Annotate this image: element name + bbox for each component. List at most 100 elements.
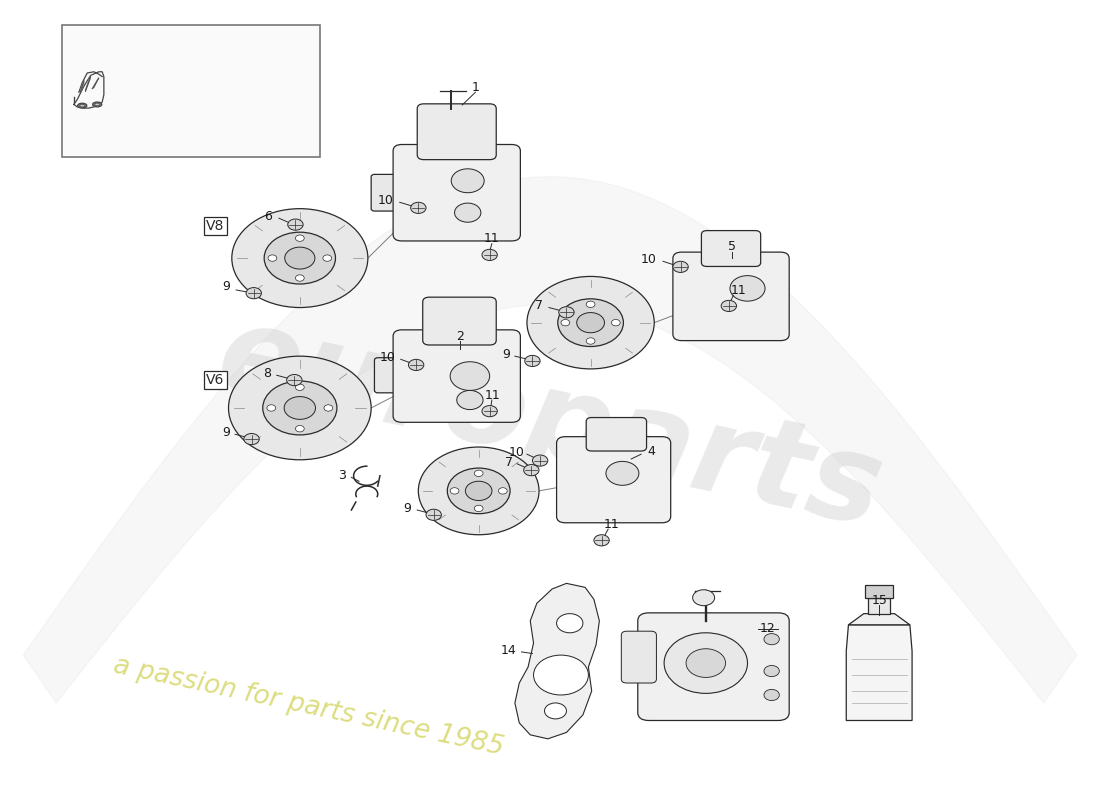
FancyBboxPatch shape: [371, 174, 408, 211]
Text: 3: 3: [338, 470, 345, 482]
Circle shape: [586, 301, 595, 307]
Circle shape: [410, 202, 426, 214]
Circle shape: [594, 534, 609, 546]
Text: 10: 10: [641, 253, 657, 266]
Circle shape: [498, 488, 507, 494]
Circle shape: [408, 359, 424, 370]
Circle shape: [454, 203, 481, 222]
Circle shape: [244, 434, 260, 445]
Circle shape: [264, 232, 336, 284]
Polygon shape: [92, 78, 99, 89]
Circle shape: [324, 405, 333, 411]
Circle shape: [524, 465, 539, 476]
Circle shape: [673, 262, 689, 273]
Circle shape: [764, 666, 779, 677]
Circle shape: [764, 634, 779, 645]
Circle shape: [456, 390, 483, 410]
Circle shape: [606, 462, 639, 486]
Text: 10: 10: [377, 194, 394, 207]
Text: V8: V8: [206, 219, 224, 234]
Text: 14: 14: [500, 644, 516, 657]
Text: 7: 7: [505, 456, 514, 469]
Text: 10: 10: [379, 351, 396, 364]
Circle shape: [288, 219, 304, 230]
Ellipse shape: [79, 104, 85, 107]
Polygon shape: [848, 614, 910, 625]
Circle shape: [576, 313, 605, 333]
FancyBboxPatch shape: [621, 631, 657, 683]
Circle shape: [474, 470, 483, 477]
Circle shape: [323, 255, 332, 262]
Circle shape: [296, 384, 305, 390]
FancyBboxPatch shape: [393, 330, 520, 422]
Circle shape: [284, 397, 316, 419]
Circle shape: [557, 614, 583, 633]
FancyBboxPatch shape: [638, 613, 789, 721]
Ellipse shape: [95, 103, 100, 106]
Circle shape: [482, 250, 497, 261]
Polygon shape: [865, 585, 893, 598]
Circle shape: [558, 299, 624, 346]
Text: 9: 9: [404, 502, 411, 515]
Circle shape: [448, 468, 510, 514]
Circle shape: [559, 306, 574, 318]
Circle shape: [232, 209, 367, 307]
Circle shape: [544, 703, 566, 719]
FancyBboxPatch shape: [702, 230, 761, 266]
Text: 5: 5: [728, 241, 736, 254]
Text: 15: 15: [871, 594, 887, 607]
Polygon shape: [80, 80, 84, 92]
Text: 1: 1: [472, 81, 480, 94]
Circle shape: [586, 338, 595, 344]
FancyBboxPatch shape: [422, 297, 496, 345]
Circle shape: [450, 362, 490, 390]
Text: europarts: europarts: [208, 297, 892, 551]
Circle shape: [534, 655, 588, 695]
Bar: [62, 26, 320, 157]
Circle shape: [664, 633, 748, 694]
Text: 11: 11: [730, 284, 747, 298]
FancyBboxPatch shape: [557, 437, 671, 522]
Circle shape: [296, 235, 305, 242]
Circle shape: [268, 255, 277, 262]
Circle shape: [287, 374, 303, 386]
Text: 7: 7: [535, 299, 543, 313]
Text: V6: V6: [206, 373, 224, 387]
Circle shape: [527, 277, 654, 369]
Circle shape: [730, 276, 766, 301]
Circle shape: [482, 406, 497, 417]
Circle shape: [296, 426, 305, 432]
FancyBboxPatch shape: [393, 145, 520, 241]
Text: 2: 2: [456, 330, 464, 342]
Text: 6: 6: [264, 210, 272, 223]
Circle shape: [722, 300, 737, 311]
Text: 10: 10: [509, 446, 525, 459]
Circle shape: [525, 355, 540, 366]
Polygon shape: [86, 75, 90, 91]
Circle shape: [612, 319, 620, 326]
Circle shape: [451, 169, 484, 193]
Text: 11: 11: [484, 233, 499, 246]
Circle shape: [561, 319, 570, 326]
Circle shape: [693, 590, 715, 606]
Text: 11: 11: [485, 389, 501, 402]
Circle shape: [418, 447, 539, 534]
Circle shape: [465, 482, 492, 501]
Circle shape: [426, 510, 441, 520]
Text: 9: 9: [222, 426, 230, 439]
Text: 8: 8: [263, 367, 271, 380]
Circle shape: [285, 247, 315, 269]
Polygon shape: [868, 598, 890, 614]
Circle shape: [474, 506, 483, 512]
Ellipse shape: [92, 102, 102, 107]
FancyBboxPatch shape: [673, 252, 789, 341]
Circle shape: [296, 275, 305, 282]
Circle shape: [764, 690, 779, 701]
Text: 12: 12: [759, 622, 775, 635]
Text: 11: 11: [604, 518, 619, 531]
Polygon shape: [515, 583, 600, 739]
Circle shape: [246, 287, 262, 298]
Ellipse shape: [78, 103, 87, 108]
FancyBboxPatch shape: [417, 104, 496, 160]
Circle shape: [686, 649, 726, 678]
